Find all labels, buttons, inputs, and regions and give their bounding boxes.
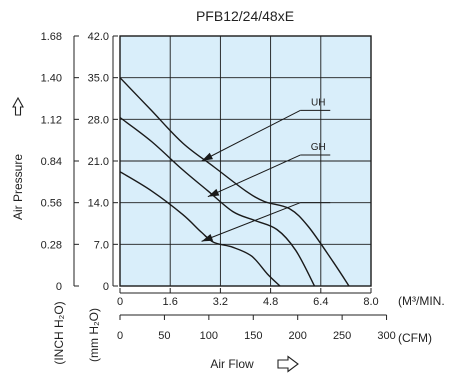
annotation-leader-uh bbox=[201, 109, 301, 162]
cfm-tick-label: 100 bbox=[200, 330, 218, 342]
inch-h2o-unit-label: (INCH H₂O) bbox=[52, 301, 66, 364]
mm-tick-label: 21.0 bbox=[88, 156, 109, 168]
inch-tick-label: 0.56 bbox=[41, 198, 62, 210]
x-axis-label: Air Flow bbox=[210, 357, 254, 371]
mm-tick-label: 35.0 bbox=[88, 73, 109, 85]
m3-tick-label: 6.4 bbox=[313, 296, 328, 308]
annotation-label-uh: UH bbox=[311, 97, 325, 108]
inch-tick-label: 0 bbox=[56, 281, 62, 293]
annotation-arrowhead-unlabeled-3 bbox=[201, 233, 214, 242]
m3-tick-label: 1.6 bbox=[163, 296, 178, 308]
x-axes: 0 1.6 3.2 4.8 6.4 8.0 0 50 100 150 200 250 300 bbox=[117, 288, 396, 342]
right-arrow-icon bbox=[277, 355, 299, 373]
mm-tick-label: 42.0 bbox=[88, 31, 109, 43]
annotation-leader-unlabeled-3 bbox=[201, 202, 301, 242]
y-axis-label: Air Pressure bbox=[11, 154, 25, 220]
mm-tick-label: 7.0 bbox=[94, 239, 109, 251]
up-arrow-icon bbox=[12, 96, 24, 116]
inch-tick-label: 1.68 bbox=[41, 31, 62, 43]
cfm-tick-label: 150 bbox=[244, 330, 262, 342]
m3-min-unit-label: (M³/MIN. bbox=[398, 294, 445, 308]
curves bbox=[119, 77, 350, 287]
inch-tick-label: 1.12 bbox=[41, 114, 62, 126]
curve-annotations: UH GH bbox=[201, 97, 331, 242]
m3-tick-label: 0 bbox=[117, 296, 123, 308]
curve-gh bbox=[119, 116, 316, 287]
inch-tick-label: 0.28 bbox=[41, 239, 62, 251]
mm-tick-label: 0 bbox=[103, 281, 109, 293]
cfm-tick-label: 300 bbox=[377, 330, 395, 342]
inch-tick-label: 0.84 bbox=[41, 156, 62, 168]
annotation-arrowhead-uh bbox=[201, 152, 214, 161]
m3-tick-label: 4.8 bbox=[263, 296, 278, 308]
annotation-arrowhead-gh bbox=[207, 188, 220, 197]
m3-tick-label: 3.2 bbox=[213, 296, 228, 308]
grid-lines bbox=[119, 35, 372, 287]
cfm-tick-label: 0 bbox=[117, 330, 123, 342]
mm-tick-label: 28.0 bbox=[88, 114, 109, 126]
curve-uh bbox=[119, 77, 350, 287]
m3-tick-label: 8.0 bbox=[363, 296, 378, 308]
annotation-leader-gh bbox=[207, 154, 301, 198]
chart-title: PFB12/24/48xE bbox=[196, 8, 294, 24]
cfm-unit-label: (CFM) bbox=[398, 331, 432, 345]
y-axes: 0 0.28 0.56 0.84 1.12 1.40 1.68 0 7.0 14.0 21.0 28.… bbox=[41, 31, 118, 293]
cfm-tick-label: 50 bbox=[158, 330, 170, 342]
mm-tick-label: 14.0 bbox=[88, 198, 109, 210]
curve-3 bbox=[119, 171, 281, 287]
inch-tick-label: 1.40 bbox=[41, 73, 62, 85]
cfm-tick-label: 250 bbox=[333, 330, 351, 342]
mm-h2o-unit-label: (mm H₂O) bbox=[87, 308, 101, 362]
cfm-tick-label: 200 bbox=[289, 330, 307, 342]
annotation-label-gh: GH bbox=[311, 142, 326, 153]
plot-frame bbox=[119, 35, 372, 287]
